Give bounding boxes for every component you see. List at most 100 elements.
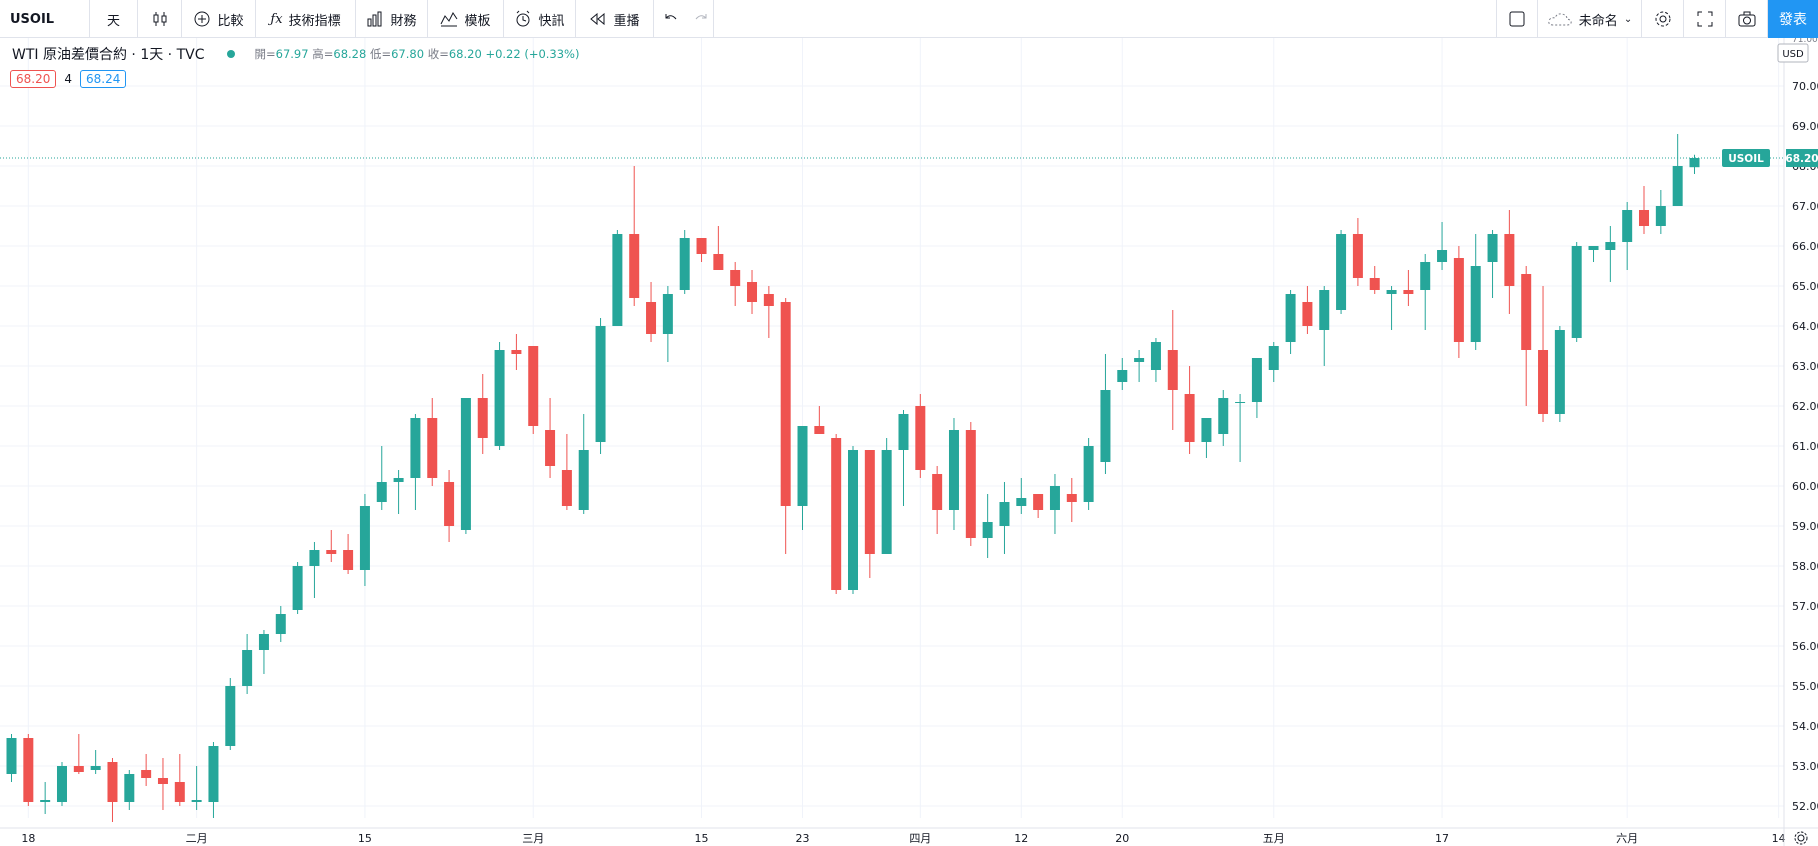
undo-button[interactable] (654, 0, 688, 38)
candle-body (898, 414, 909, 450)
buy-button[interactable]: 68.24 (80, 70, 127, 88)
candle (1605, 226, 1616, 282)
time-tick-label: 23 (796, 832, 810, 845)
candle-body (511, 350, 522, 354)
price-tick-label: 66.00 (1792, 240, 1818, 253)
price-tick-label: 53.00 (1792, 760, 1818, 773)
replay-button[interactable]: 重播 (576, 0, 654, 38)
price-tick-label: 69.00 (1792, 120, 1818, 133)
select-layout-button[interactable] (1496, 0, 1538, 38)
open-value: 67.97 (275, 47, 309, 61)
financials-button[interactable]: 財務 (356, 0, 428, 38)
time-tick-label: 六月 (1616, 832, 1638, 845)
candle-body (1588, 246, 1599, 250)
candle-body (393, 478, 404, 482)
time-tick-label: 三月 (522, 832, 544, 845)
quantity-label: 4 (64, 72, 72, 86)
time-tick-label: 四月 (909, 832, 931, 845)
candle-body (376, 482, 387, 502)
compare-button[interactable]: 比較 (182, 0, 256, 38)
candle-body (1437, 250, 1448, 262)
candle (612, 230, 623, 326)
candle-body (848, 450, 858, 590)
candle (1352, 218, 1363, 286)
low-label: 低= (369, 47, 392, 61)
candle-body (932, 474, 943, 510)
candle-body (1167, 350, 1178, 390)
candle (965, 422, 976, 546)
candle-body (982, 522, 993, 538)
candle (1218, 390, 1229, 446)
last-price-tag (1786, 149, 1818, 167)
templates-button[interactable]: 模板 (428, 0, 504, 38)
bar-chart-icon (367, 11, 382, 27)
candle-body (1554, 330, 1565, 414)
candle (309, 542, 320, 598)
candle (982, 494, 993, 558)
redo-icon (695, 14, 706, 20)
candle-body (107, 762, 118, 802)
chart-type-button[interactable] (138, 0, 182, 38)
candle (1403, 270, 1414, 306)
candle-body (747, 282, 758, 302)
price-tick-label: 65.00 (1792, 280, 1818, 293)
candle-body (629, 234, 640, 298)
alerts-button[interactable]: 快訊 (504, 0, 576, 38)
candle-body (1420, 262, 1431, 290)
time-tick-label: 20 (1115, 832, 1129, 845)
candle (359, 494, 370, 586)
candle (242, 634, 253, 694)
price-tick-partial: 71.00 (1792, 38, 1818, 45)
time-tick-label: 12 (1014, 832, 1028, 845)
publish-button[interactable]: 發表 (1768, 0, 1818, 38)
price-tick-label: 61.00 (1792, 440, 1818, 453)
price-tick-label: 52.00 (1792, 800, 1818, 813)
candle (1538, 286, 1549, 422)
candle-body (1622, 210, 1633, 242)
candle-body (242, 650, 253, 686)
redo-button[interactable] (688, 0, 714, 38)
candle-body (1453, 258, 1464, 342)
symbol-search-button[interactable]: USOIL (0, 0, 90, 38)
candle-body (1352, 234, 1363, 278)
candle-body (965, 430, 976, 538)
snapshot-button[interactable] (1726, 0, 1768, 38)
undo-icon (665, 14, 677, 20)
last-price-label: 68.20 (1785, 153, 1818, 165)
candle-body (410, 418, 421, 478)
indicators-button[interactable]: ƒx 技術指標 (256, 0, 356, 38)
price-tick-label: 57.00 (1792, 600, 1818, 613)
candle (1134, 350, 1145, 382)
candle (174, 754, 185, 806)
compare-label: 比較 (217, 13, 244, 29)
candle (1504, 210, 1515, 314)
candle (1049, 474, 1060, 534)
fullscreen-icon (1697, 11, 1712, 27)
candle (1251, 358, 1262, 418)
candle (1689, 154, 1700, 174)
interval-button[interactable]: 天 (90, 0, 138, 38)
candle-body (6, 738, 17, 774)
candle-body (494, 350, 505, 446)
candle-body (814, 426, 825, 434)
candle (1066, 478, 1077, 522)
candle-body (141, 770, 152, 778)
candle (343, 534, 354, 574)
candle-body (578, 450, 589, 510)
fullscreen-button[interactable] (1684, 0, 1726, 38)
close-value: 68.20 (448, 47, 482, 61)
price-chart[interactable]: 52.00 53.00 54.00 55.00 56.00 57.00 58.00 59.00… (0, 38, 1818, 846)
candle (40, 782, 51, 814)
candle (696, 238, 707, 262)
market-status-dot (226, 50, 235, 58)
layout-name-button[interactable]: 未命名 ⌄ (1538, 0, 1642, 38)
candle-body (1655, 206, 1666, 226)
candle-body (561, 470, 572, 506)
sell-button[interactable]: 68.20 (10, 70, 57, 88)
candle-body (797, 426, 808, 506)
candle-body (444, 482, 455, 526)
trade-panel: 68.20 4 68.24 (10, 70, 127, 88)
candle-body (1487, 234, 1498, 262)
candle-body (1336, 234, 1347, 310)
settings-button[interactable] (1642, 0, 1684, 38)
